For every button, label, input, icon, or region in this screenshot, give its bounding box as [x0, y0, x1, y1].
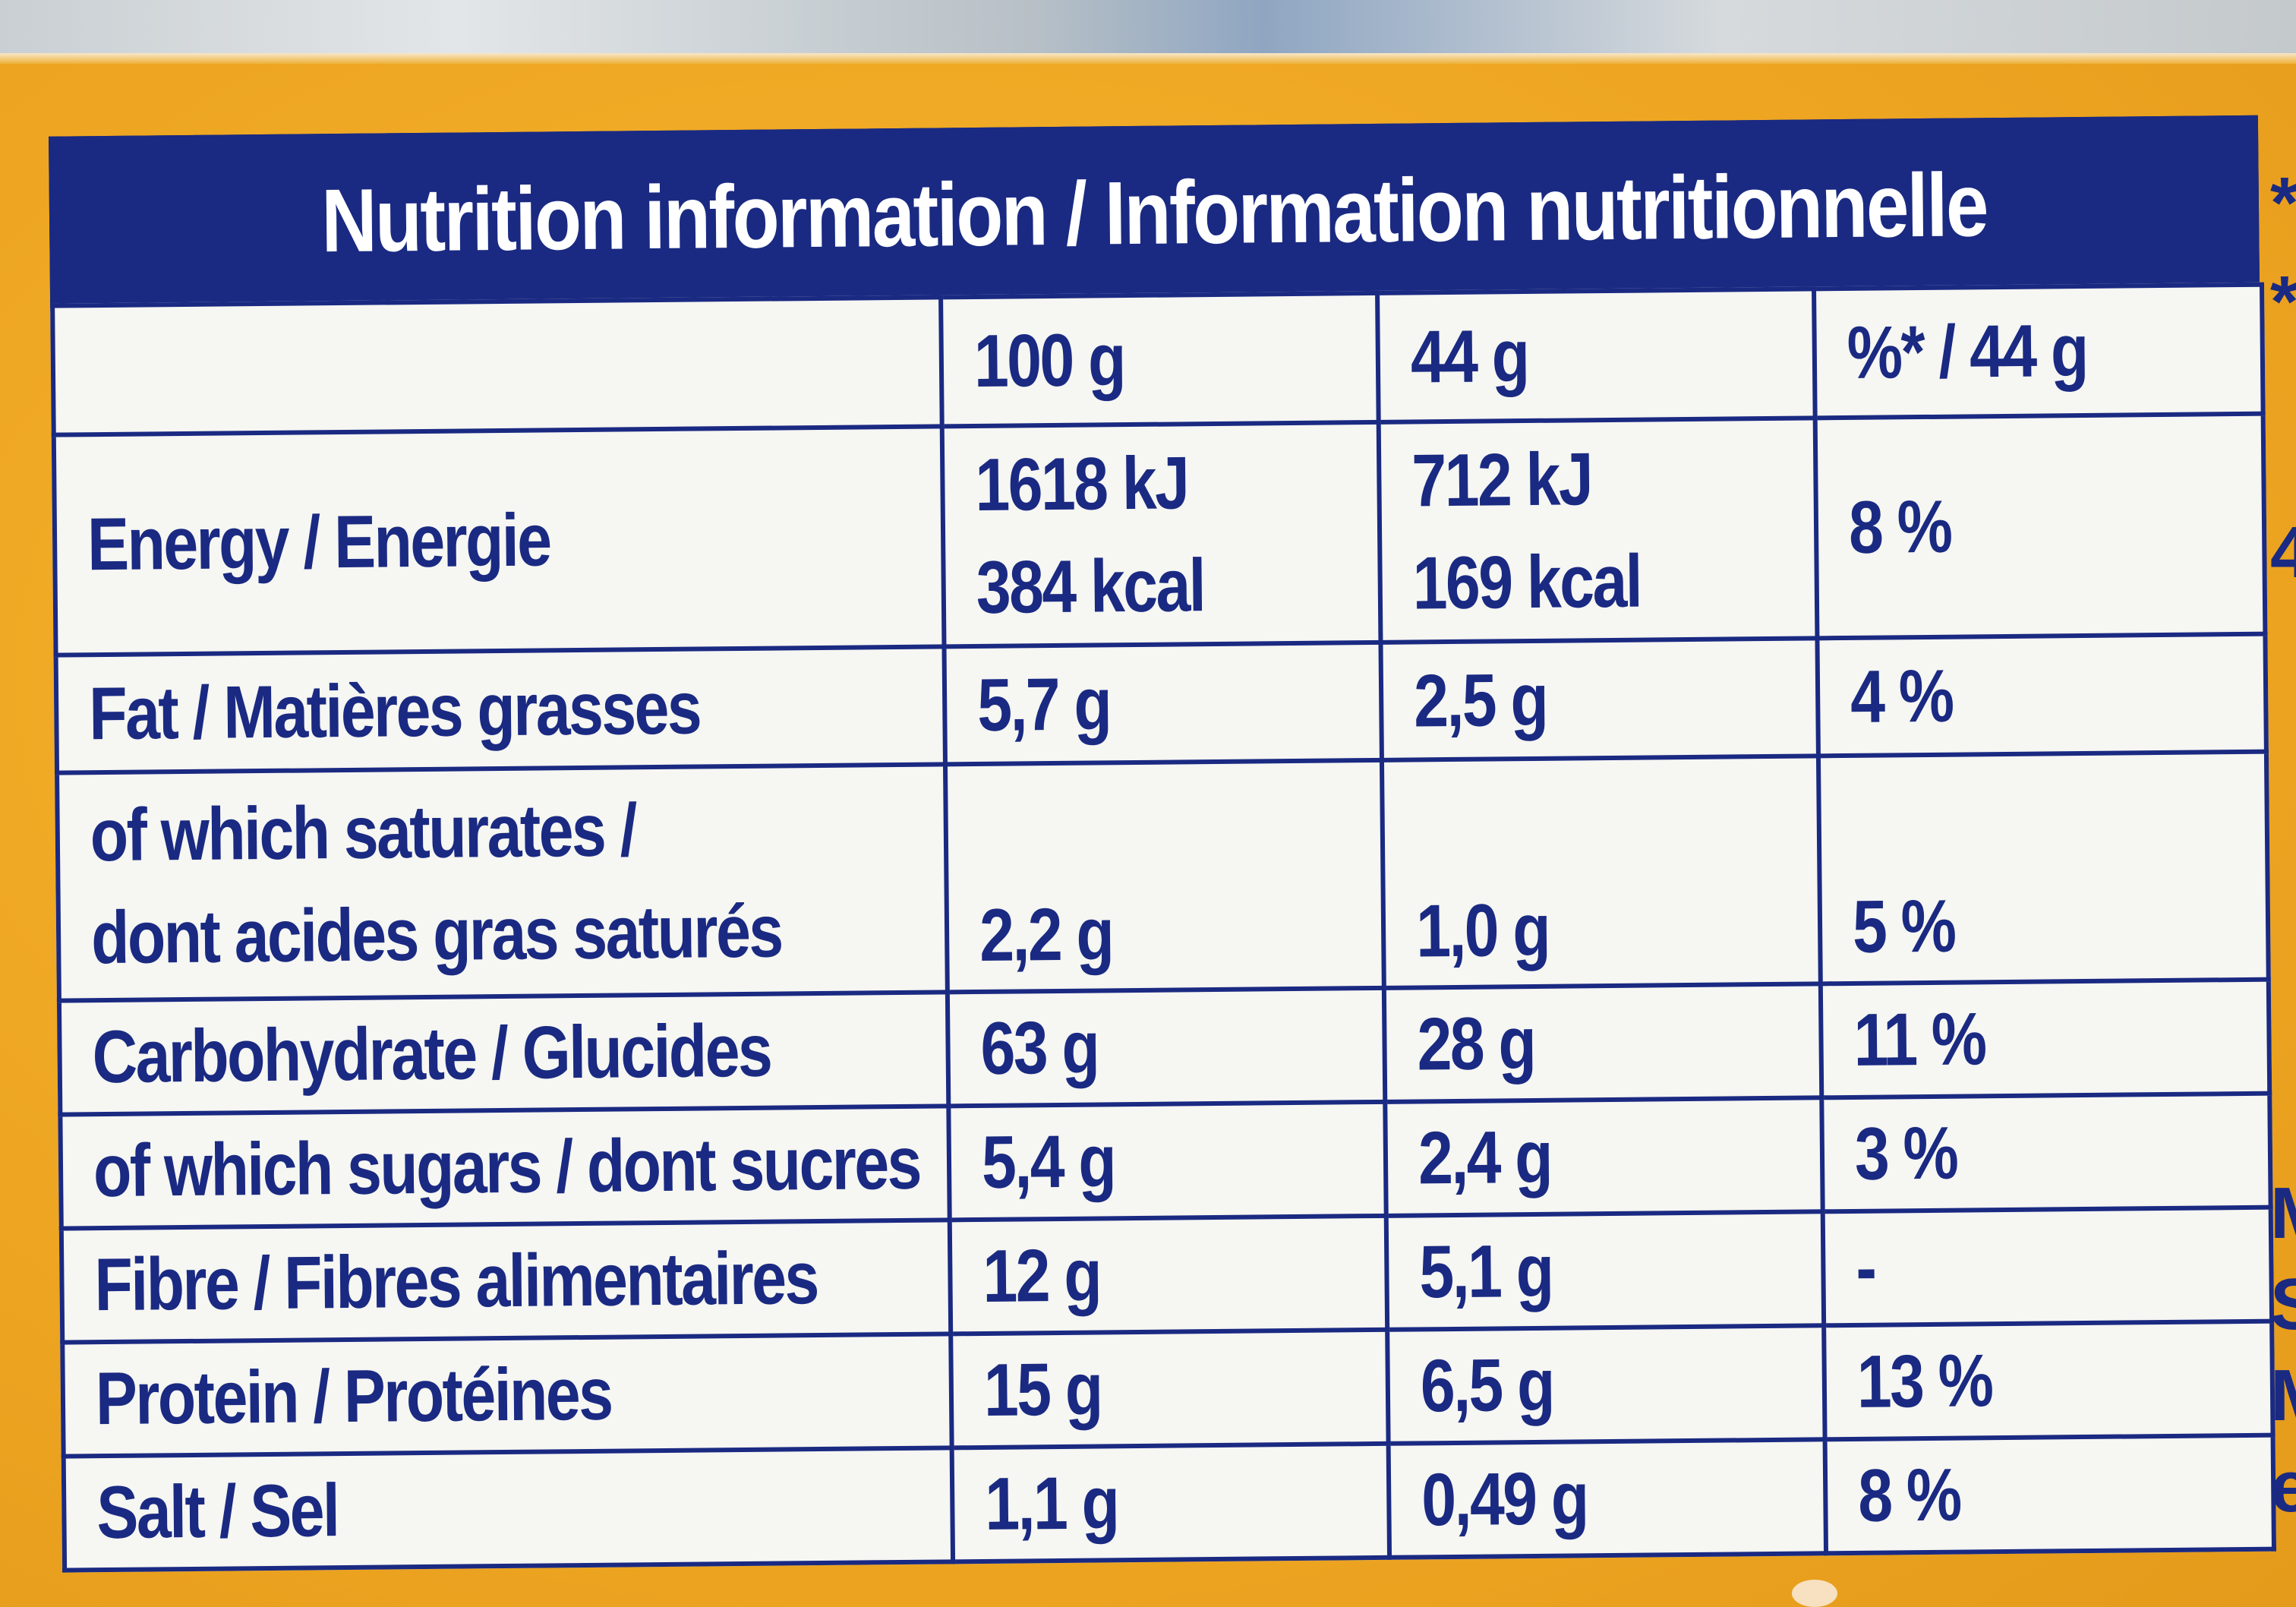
row-label: Protein / Protéines [62, 1334, 952, 1457]
row-label: Salt / Sel [63, 1448, 954, 1571]
table-row: Energy / Energie 1618 kJ 384 kcal 712 kJ… [53, 413, 2266, 655]
edge-glyph: * [2270, 261, 2296, 343]
cell-ri: 5 % [1818, 751, 2269, 984]
cell-per100: 15 g [951, 1329, 1389, 1448]
nutrition-table: 100 g 44 g %* / 44 g Energy / Energie 16… [50, 282, 2277, 1573]
label-title: Nutrition information / Information nutr… [320, 155, 1988, 272]
column-header-ri: %* / 44 g [1814, 284, 2263, 418]
edge-glyph: M [2270, 1177, 2296, 1250]
table-row: Fat / Matières grasses 5,7 g 2,5 g 4 % [55, 633, 2266, 773]
cell-ri: 8 % [1824, 1435, 2274, 1554]
cell-per-portion: 5,1 g [1386, 1211, 1824, 1330]
adjacent-panel-text: * * 4 M S M e [2255, 61, 2296, 1607]
cell-ri: 13 % [1824, 1321, 2273, 1440]
cell-ri: 4 % [1817, 633, 2266, 756]
edge-glyph: 4 [2270, 512, 2296, 593]
nutrition-label: Nutrition information / Information nutr… [24, 115, 2277, 1573]
edge-glyph: e [2270, 1446, 2296, 1527]
table-row: of which saturates / dont acides gras sa… [57, 751, 2269, 1001]
cell-per-portion: 28 g [1383, 983, 1822, 1102]
background-scene [0, 0, 2296, 59]
cell-ri: 3 % [1821, 1093, 2271, 1212]
column-header-100g: 100 g [941, 292, 1379, 427]
table-header-row: 100 g 44 g %* / 44 g [52, 284, 2263, 435]
cell-per-portion: 6,5 g [1387, 1325, 1825, 1444]
cell-per-portion: 2,4 g [1385, 1097, 1823, 1216]
row-label: of which saturates / dont acides gras sa… [57, 764, 948, 1001]
cell-per-portion: 1,0 g [1381, 756, 1821, 988]
cell-per100: 63 g [947, 987, 1386, 1107]
cell-per-portion: 712 kJ 169 kcal [1378, 418, 1818, 642]
table-row: Salt / Sel 1,1 g 0,49 g 8 % [63, 1435, 2274, 1571]
cell-per100: 1,1 g [951, 1443, 1390, 1562]
edge-glyph: * [2270, 163, 2296, 244]
row-label: Fat / Matières grasses [55, 646, 945, 773]
table-row: Fibre / Fibres alimentaires 12 g 5,1 g - [61, 1207, 2272, 1343]
column-header-portion: 44 g [1377, 289, 1815, 422]
cell-per100: 5,4 g [948, 1101, 1386, 1220]
label-header: Nutrition information / Information nutr… [48, 115, 2260, 311]
row-label: of which sugars / dont sucres [60, 1106, 950, 1229]
table-row: of which sugars / dont sucres 5,4 g 2,4 … [60, 1093, 2271, 1229]
cell-per-portion: 2,5 g [1380, 638, 1818, 760]
edge-glyph: S [2270, 1264, 2296, 1345]
cell-per100: 5,7 g [944, 642, 1382, 765]
row-label: Carbohydrate / Glucides [58, 992, 949, 1115]
column-header-empty [52, 297, 942, 435]
cell-per100: 1618 kJ 384 kcal [941, 421, 1381, 647]
cell-ri: 11 % [1820, 979, 2270, 1098]
cell-per100: 12 g [949, 1215, 1388, 1334]
table-row: Protein / Protéines 15 g 6,5 g 13 % [62, 1321, 2273, 1457]
torn-edge [0, 53, 2296, 64]
row-label: Fibre / Fibres alimentaires [61, 1220, 951, 1343]
cell-ri: - [1822, 1207, 2272, 1326]
row-label: Energy / Energie [53, 426, 945, 655]
cell-per-portion: 0,49 g [1388, 1439, 1827, 1558]
table-row: Carbohydrate / Glucides 63 g 28 g 11 % [58, 979, 2270, 1115]
packaging-scuff [1792, 1580, 1837, 1607]
edge-glyph: M [2270, 1359, 2296, 1432]
cell-ri: 8 % [1815, 413, 2266, 639]
cell-per100: 2,2 g [945, 759, 1384, 993]
